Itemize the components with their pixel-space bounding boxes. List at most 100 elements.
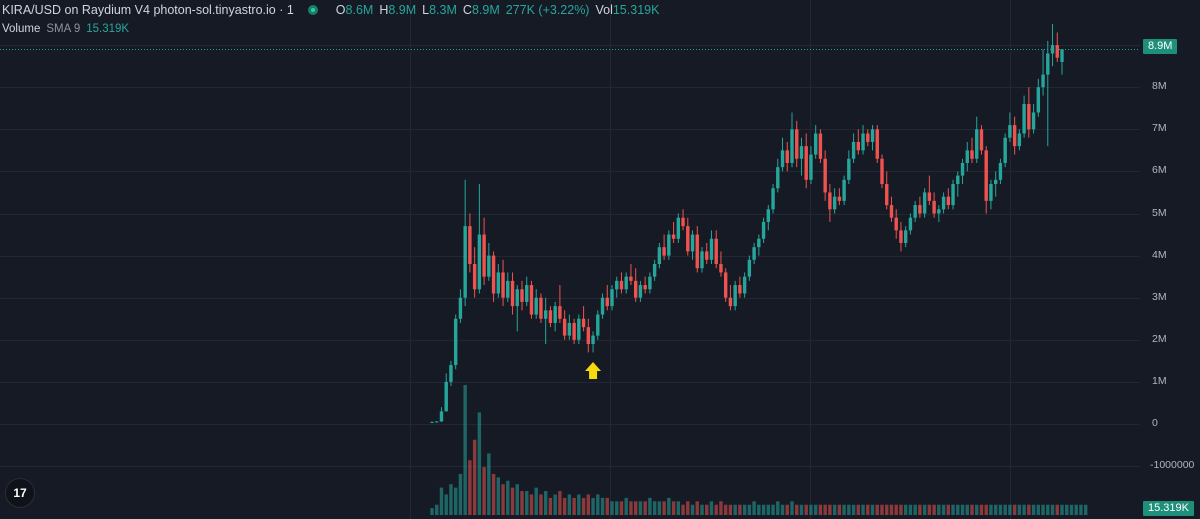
volume-bar bbox=[870, 504, 875, 515]
candle-body bbox=[894, 217, 898, 231]
candle-body bbox=[591, 335, 595, 345]
candle-body bbox=[979, 129, 984, 151]
volume-bar bbox=[903, 504, 908, 515]
volume-bar bbox=[728, 504, 733, 515]
candle-body bbox=[975, 129, 979, 159]
volume-bar bbox=[477, 412, 482, 515]
candle-body bbox=[520, 289, 524, 302]
candle-body bbox=[851, 141, 856, 159]
high-label: H bbox=[379, 3, 389, 17]
price-axis-label: 1M bbox=[1152, 374, 1167, 387]
volume-bar bbox=[757, 504, 761, 515]
volume-bar bbox=[506, 480, 510, 515]
candle-body bbox=[809, 154, 813, 180]
candle-body bbox=[932, 200, 936, 214]
logo-text: 17 bbox=[13, 486, 27, 500]
volume-bar bbox=[913, 504, 917, 515]
candle-body bbox=[624, 276, 628, 290]
volume-bar bbox=[1069, 504, 1074, 515]
volume-bar bbox=[1074, 504, 1078, 515]
volume-bar bbox=[453, 487, 458, 515]
candle-body bbox=[714, 238, 718, 265]
close-label: C bbox=[462, 3, 472, 17]
volume-bar bbox=[652, 501, 657, 515]
candle-body bbox=[695, 234, 699, 269]
volume-bar bbox=[1083, 504, 1088, 515]
candle-body bbox=[529, 285, 534, 315]
change-value: 277K (+3.22%) bbox=[505, 3, 590, 17]
candle-body bbox=[847, 158, 851, 180]
volume-bar bbox=[885, 504, 889, 515]
volume-bar bbox=[671, 501, 676, 515]
volume-bar bbox=[567, 494, 572, 515]
candle-body bbox=[667, 234, 671, 256]
candle-body bbox=[676, 217, 681, 239]
volume-bar bbox=[866, 504, 870, 515]
volume-bar bbox=[747, 504, 752, 515]
candle-body bbox=[629, 276, 633, 281]
volume-bar bbox=[738, 504, 742, 515]
volume-bar bbox=[714, 504, 718, 515]
high-value: 8.9M bbox=[388, 3, 417, 17]
candle-body bbox=[662, 247, 666, 256]
volume-bar bbox=[719, 501, 723, 515]
volume-bar bbox=[1017, 504, 1022, 515]
candle-body bbox=[785, 150, 789, 163]
candle-body bbox=[1055, 45, 1059, 58]
volume-bar bbox=[832, 504, 837, 515]
volume-bar bbox=[723, 504, 728, 515]
volume-bar bbox=[799, 504, 804, 515]
candle-body bbox=[719, 264, 723, 273]
candle-body bbox=[435, 421, 439, 423]
volume-bar bbox=[463, 385, 467, 515]
candle-body bbox=[1017, 133, 1022, 147]
live-status-icon bbox=[307, 5, 318, 15]
candle-body bbox=[525, 285, 529, 302]
candle-body bbox=[870, 129, 875, 142]
candle-body bbox=[1060, 49, 1064, 62]
volume-bar bbox=[842, 504, 846, 515]
candle-body bbox=[941, 196, 946, 210]
candle-body bbox=[657, 247, 662, 265]
volume-bar bbox=[681, 504, 685, 515]
volume-bar bbox=[686, 501, 690, 515]
volume-bar bbox=[1060, 504, 1064, 515]
volume-bar bbox=[1012, 504, 1017, 515]
volume-bar bbox=[444, 494, 448, 515]
candle-body bbox=[449, 365, 453, 382]
candle-body bbox=[690, 234, 695, 252]
volume-bar bbox=[780, 504, 785, 515]
volume-bar bbox=[633, 501, 638, 515]
volume-bar bbox=[629, 501, 633, 515]
candle-body bbox=[1036, 87, 1041, 113]
volume-bar bbox=[908, 504, 913, 515]
volume-bar bbox=[667, 497, 671, 515]
candle-body bbox=[922, 192, 927, 214]
price-axis-label: 3M bbox=[1152, 290, 1167, 303]
volume-bar bbox=[605, 497, 609, 515]
open-value: 8.6M bbox=[345, 3, 374, 17]
volume-bar bbox=[790, 501, 794, 515]
volume-bar bbox=[937, 504, 941, 515]
price-axis-label: 5M bbox=[1152, 206, 1167, 219]
candle-body bbox=[477, 234, 482, 290]
candle-body bbox=[828, 192, 832, 210]
volume-bar bbox=[1055, 504, 1059, 515]
volume-legend[interactable]: Volume SMA 9 15.319K bbox=[2, 23, 129, 35]
tradingview-logo-icon[interactable]: 17 bbox=[5, 478, 35, 508]
volume-bar bbox=[795, 504, 799, 515]
volume-bar bbox=[998, 504, 1003, 515]
symbol-legend[interactable]: KIRA/USD on Raydium V4 photon-sol.tinyas… bbox=[2, 3, 659, 17]
close-value: 8.9M bbox=[471, 3, 500, 17]
price-axis-label: -1000000 bbox=[1150, 459, 1195, 472]
candle-body bbox=[984, 150, 988, 201]
candle-body bbox=[937, 209, 941, 214]
volume-bar bbox=[984, 504, 988, 515]
volume-bar bbox=[733, 504, 737, 515]
candle-body bbox=[1050, 45, 1055, 54]
candle-body bbox=[615, 280, 619, 290]
volume-bar bbox=[752, 501, 756, 515]
candle-body bbox=[742, 276, 747, 294]
symbol-title[interactable]: KIRA/USD on Raydium V4 photon-sol.tinyas… bbox=[2, 3, 294, 17]
